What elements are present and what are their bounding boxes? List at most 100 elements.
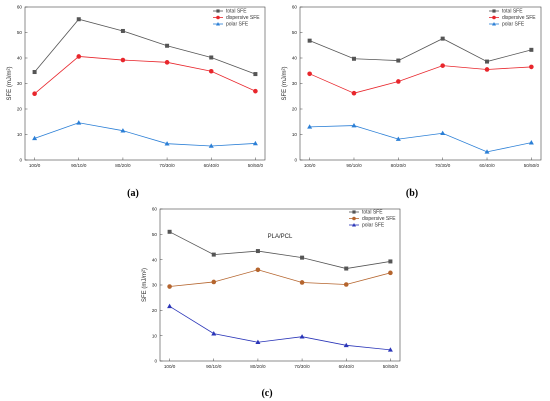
legend-label: polar SFE xyxy=(362,223,385,229)
data-point xyxy=(167,303,173,309)
data-point xyxy=(351,56,356,61)
data-point xyxy=(120,57,126,63)
data-point xyxy=(484,67,490,72)
series-line xyxy=(169,305,391,351)
y-tick-label: 50 xyxy=(292,30,298,35)
data-point xyxy=(255,249,260,254)
legend-label: total SFE xyxy=(226,9,247,15)
legend-marker xyxy=(492,22,496,26)
legend-label: dispersive SFE xyxy=(226,15,260,21)
legend-label: dispersive SFE xyxy=(502,15,536,21)
data-point xyxy=(307,71,312,77)
x-tick-label: 70/30/0 xyxy=(294,364,310,369)
data-point xyxy=(164,60,170,65)
data-point xyxy=(529,47,534,52)
data-point xyxy=(211,252,216,257)
data-point xyxy=(255,267,261,273)
data-point xyxy=(396,79,401,84)
data-point xyxy=(253,72,258,77)
data-point xyxy=(76,120,82,125)
series-line xyxy=(34,122,256,147)
y-tick-label: 60 xyxy=(152,207,158,212)
series-total-sfe xyxy=(167,229,393,271)
y-tick-label: 50 xyxy=(152,232,158,237)
data-point xyxy=(485,59,490,64)
legend-label: total SFE xyxy=(362,210,383,216)
x-tick-label: 50/50/0 xyxy=(383,364,399,369)
data-point xyxy=(528,140,534,145)
y-tick-label: 20 xyxy=(292,107,298,112)
data-point xyxy=(299,334,305,339)
data-point xyxy=(253,88,258,94)
x-tick-label: 60/40/0 xyxy=(339,364,355,369)
legend-marker xyxy=(216,9,220,13)
data-point xyxy=(388,259,393,264)
x-tick-label: 90/10/0 xyxy=(346,163,362,168)
data-point xyxy=(299,280,305,285)
data-point xyxy=(120,28,125,33)
legend-label: total SFE xyxy=(502,9,523,15)
legend-marker xyxy=(492,9,496,13)
y-tick-label: 50 xyxy=(17,30,23,35)
series-line xyxy=(34,18,256,75)
data-point xyxy=(211,279,217,285)
y-axis-title: SFE (mJ/m²) xyxy=(7,67,13,101)
y-tick-label: 20 xyxy=(152,308,158,313)
series-polar-sfe xyxy=(307,122,534,154)
y-tick-label: 30 xyxy=(292,81,298,86)
data-point xyxy=(387,347,393,352)
plot-frame xyxy=(299,6,542,161)
x-tick-label: 60/40/0 xyxy=(479,163,495,168)
data-point xyxy=(211,331,217,336)
series-dispersive-sfe xyxy=(167,267,393,289)
y-tick-label: 10 xyxy=(292,132,298,137)
data-point xyxy=(208,143,214,148)
x-tick-label: 80/20/0 xyxy=(250,364,266,369)
series-dispersive-sfe xyxy=(32,54,258,96)
y-tick-label: 10 xyxy=(17,132,23,137)
series-total-sfe xyxy=(307,36,534,64)
legend-label: polar SFE xyxy=(226,22,249,28)
series-line xyxy=(309,125,532,153)
data-point xyxy=(440,36,445,41)
data-point xyxy=(167,284,172,289)
data-point xyxy=(343,342,349,348)
x-tick-label: 90/10/0 xyxy=(71,163,87,168)
legend-marker xyxy=(352,210,356,214)
series-polar-sfe xyxy=(32,120,258,148)
y-tick-label: 30 xyxy=(152,283,158,288)
data-point xyxy=(440,63,445,68)
legend-marker xyxy=(352,216,356,221)
y-tick-label: 30 xyxy=(17,81,23,86)
x-tick-label: 70/30/0 xyxy=(435,163,451,168)
y-tick-label: 40 xyxy=(17,56,23,61)
legend-label: polar SFE xyxy=(502,22,525,28)
series-line xyxy=(169,231,391,269)
x-tick-label: 100/0 xyxy=(164,364,176,369)
data-point xyxy=(395,136,401,141)
data-point xyxy=(529,64,534,70)
data-point xyxy=(32,91,37,96)
data-point xyxy=(252,140,258,146)
series-line xyxy=(309,38,532,62)
data-point xyxy=(208,68,214,74)
data-point xyxy=(307,124,313,129)
data-point xyxy=(484,149,490,154)
chart-panel-3: 0 10 20 30 40 50 60 100/0 90/10/0 80/20/0 70/30/0 6… xyxy=(142,207,401,399)
x-tick-label: 70/30/0 xyxy=(159,163,175,168)
series-line xyxy=(309,65,532,94)
data-point xyxy=(76,54,82,59)
x-tick-label: 100/0 xyxy=(304,163,316,168)
legend-marker xyxy=(216,15,220,20)
x-tick-label: 50/50/0 xyxy=(524,163,540,168)
x-tick-label: 60/40/0 xyxy=(204,163,220,168)
data-point xyxy=(32,135,38,141)
y-tick-label: 40 xyxy=(292,56,298,61)
y-tick-label: 0 xyxy=(294,158,297,163)
data-point xyxy=(351,122,357,128)
plot-frame xyxy=(159,208,401,362)
y-tick-label: 60 xyxy=(17,5,23,10)
